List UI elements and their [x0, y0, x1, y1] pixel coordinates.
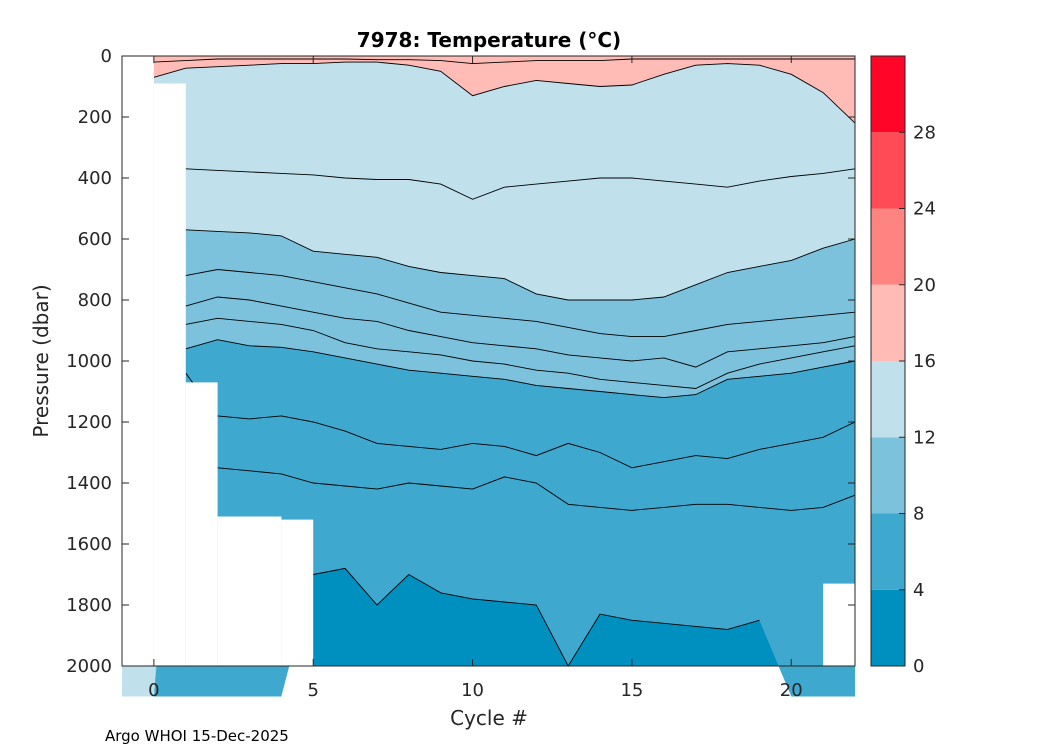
x-tick-label-10: 10 [461, 680, 484, 701]
isotherm-18C [153, 58, 855, 65]
colorbar-band-24-28 [871, 132, 905, 209]
y-tick-label-1600: 1600 [66, 534, 112, 555]
x-tick-label-20: 20 [780, 680, 803, 701]
isotherm-11C [185, 269, 856, 338]
colorbar-tick-label-0: 0 [913, 656, 924, 677]
isotherm-16C [153, 61, 856, 124]
y-tick-label-600: 600 [78, 229, 112, 250]
colorbar-bands [871, 56, 905, 666]
x-tick-label-0: 0 [148, 680, 159, 701]
y-tick-label-1800: 1800 [66, 595, 112, 616]
footer-credit: Argo WHOI 15-Dec-2025 [105, 727, 289, 745]
x-tick-label-5: 5 [307, 680, 318, 701]
band-above-14C [122, 56, 855, 697]
colorbar-band-0-4 [871, 589, 905, 666]
colorbar-band-28-32 [871, 56, 905, 133]
plot-area: 0 5 10 15 20 0 200 400 600 800 1000 1200 1400 1600 18… [66, 46, 856, 701]
colorbar-tick-label-24: 24 [913, 199, 936, 220]
y-tick-label-1200: 1200 [66, 412, 112, 433]
colorbar-band-12-16 [871, 361, 905, 438]
colorbar-band-20-24 [871, 208, 905, 285]
y-tick-label-0: 0 [101, 46, 112, 67]
colorbar-band-8-12 [871, 437, 905, 514]
temperature-bands [122, 56, 855, 697]
y-axis-label: Pressure (dbar) [29, 284, 53, 437]
no-data-mask [122, 56, 855, 666]
mask-cycle-1 [185, 382, 218, 666]
isotherm-lines [153, 58, 856, 667]
y-tick-label-1400: 1400 [66, 473, 112, 494]
isotherm-9C [185, 317, 856, 389]
isotherm-6C [217, 467, 856, 511]
colorbar-tick-label-20: 20 [913, 275, 936, 296]
mask-cycle-21 [823, 583, 855, 666]
band-above-12C [122, 56, 855, 697]
y-tick-label-400: 400 [78, 168, 112, 189]
isotherm-8C [185, 339, 856, 399]
x-axis-label: Cycle # [450, 706, 528, 730]
mask-cycle-2 [217, 516, 250, 666]
isotherm-12C [185, 229, 856, 301]
mask-cycle-0 [153, 83, 186, 666]
isotherm-14C [185, 168, 856, 200]
y-axis-ticks: 0 200 400 600 800 1000 1200 1400 1600 1800 2000 [66, 46, 855, 677]
y-tick-label-2000: 2000 [66, 656, 112, 677]
chart-title: 7978: Temperature (°C) [357, 28, 621, 52]
mask-cycle-4 [281, 519, 314, 666]
colorbar: 0 4 8 12 16 20 24 28 [870, 55, 936, 677]
colorbar-ticks: 0 4 8 12 16 20 24 28 [899, 122, 936, 677]
isotherm-4C [313, 567, 760, 667]
colorbar-tick-label-16: 16 [913, 351, 936, 372]
y-tick-label-1000: 1000 [66, 351, 112, 372]
colorbar-tick-label-12: 12 [913, 427, 936, 448]
x-tick-label-15: 15 [620, 680, 643, 701]
colorbar-tick-label-28: 28 [913, 122, 936, 143]
y-tick-label-200: 200 [78, 107, 112, 128]
band-above-16C [122, 56, 855, 124]
x-axis-ticks: 0 5 10 15 20 [148, 56, 803, 701]
y-tick-label-800: 800 [78, 290, 112, 311]
colorbar-tick-label-4: 4 [913, 580, 924, 601]
isotherm-10C [185, 296, 856, 368]
colorbar-band-4-8 [871, 513, 905, 590]
mask-cycle-3 [249, 516, 282, 666]
isotherm-7C [185, 372, 856, 469]
band-above-18C [122, 56, 855, 64]
colorbar-tick-label-8: 8 [913, 504, 924, 525]
colorbar-band-16-20 [871, 284, 905, 361]
